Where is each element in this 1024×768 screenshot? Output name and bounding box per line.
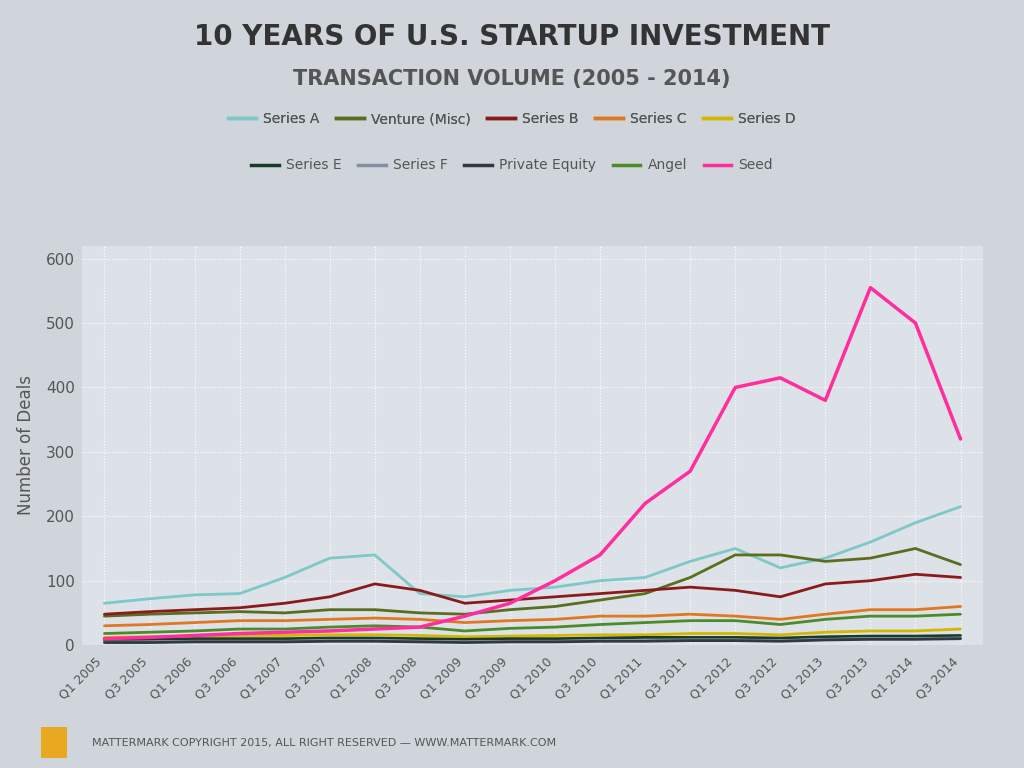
Legend: Series E, Series F, Private Equity, Angel, Seed: Series E, Series F, Private Equity, Ange… <box>246 153 778 178</box>
Legend: Series A, Venture (Misc), Series B, Series C, Series D: Series A, Venture (Misc), Series B, Seri… <box>223 107 801 132</box>
Text: MATTERMARK COPYRIGHT 2015, ALL RIGHT RESERVED — WWW.MATTERMARK.COM: MATTERMARK COPYRIGHT 2015, ALL RIGHT RES… <box>92 737 556 748</box>
Y-axis label: Number of Deals: Number of Deals <box>16 376 35 515</box>
Text: 10 YEARS OF U.S. STARTUP INVESTMENT: 10 YEARS OF U.S. STARTUP INVESTMENT <box>194 23 830 51</box>
Text: TRANSACTION VOLUME (2005 - 2014): TRANSACTION VOLUME (2005 - 2014) <box>293 69 731 89</box>
